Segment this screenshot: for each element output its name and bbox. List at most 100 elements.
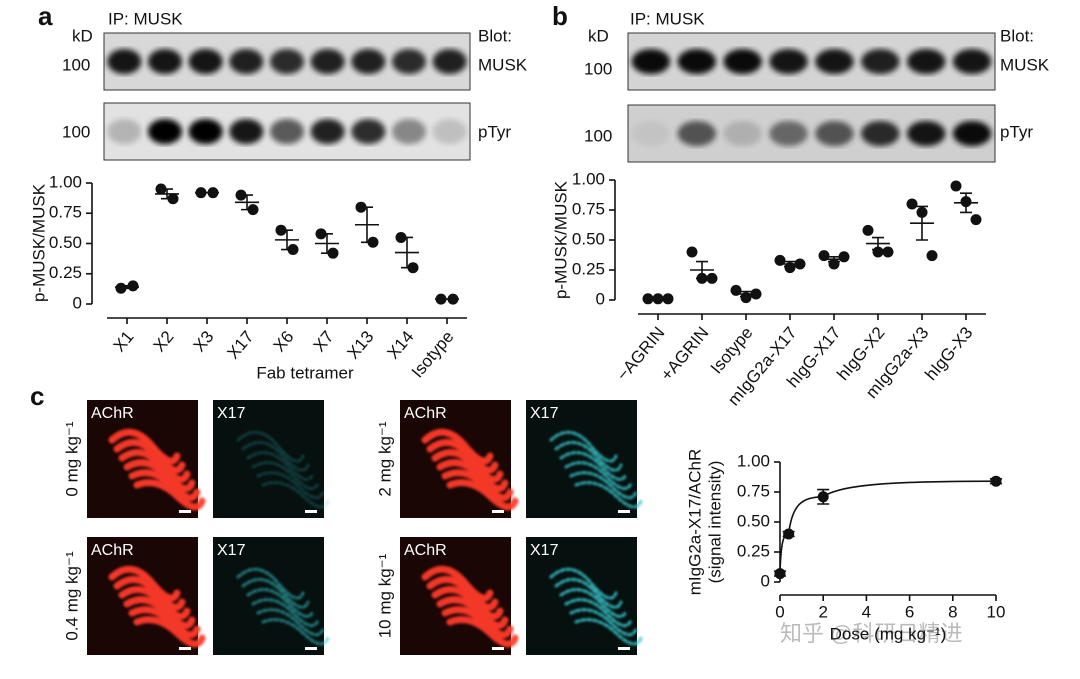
band	[906, 48, 946, 75]
error-bar	[872, 236, 884, 251]
structure	[431, 586, 504, 620]
micrograph-label: X17	[217, 405, 246, 422]
band	[432, 118, 467, 145]
x-tick-label: 10	[987, 602, 1006, 621]
x-tick-label: 0	[775, 602, 784, 621]
band	[723, 120, 762, 147]
x-tick-label: 2	[818, 602, 827, 621]
point	[730, 284, 742, 296]
point	[926, 250, 938, 262]
error-bar	[161, 188, 173, 200]
structure	[549, 430, 618, 463]
point	[817, 491, 829, 503]
structure	[569, 471, 638, 500]
band	[269, 118, 305, 145]
y-tick-label: 1.00	[572, 169, 605, 188]
band	[107, 48, 142, 75]
point	[774, 568, 786, 580]
band	[677, 48, 717, 75]
structure	[251, 598, 320, 628]
x-axis-label: Dose (mg kg⁻¹)	[830, 624, 947, 643]
fit-line	[779, 480, 997, 574]
panel-letter: c	[30, 381, 44, 411]
structure	[246, 451, 315, 481]
band	[351, 48, 386, 75]
band	[952, 48, 992, 75]
y-tick-label: 1.00	[49, 172, 82, 191]
band	[952, 120, 992, 147]
signal	[421, 565, 519, 648]
micrograph-label: X17	[530, 542, 559, 559]
band	[351, 118, 386, 145]
scale-bar	[305, 510, 317, 513]
point	[990, 475, 1002, 487]
point	[862, 224, 874, 236]
structure	[236, 567, 305, 600]
structure	[564, 598, 633, 628]
structure	[431, 449, 504, 483]
y-tick-label: 0.25	[49, 263, 82, 282]
structure	[549, 567, 618, 600]
scale-bar	[179, 510, 191, 513]
dose-label: 0.4 mg kg⁻¹	[62, 551, 81, 641]
point	[970, 214, 982, 226]
blot-label: pTyr	[1000, 122, 1033, 141]
band	[310, 48, 345, 75]
signal	[549, 430, 643, 509]
band	[310, 118, 345, 145]
x-tick-label: X7	[310, 327, 338, 355]
structure	[446, 479, 519, 511]
band	[677, 120, 717, 147]
structure	[564, 461, 633, 491]
band	[769, 120, 808, 147]
structure	[569, 608, 638, 637]
structure	[123, 459, 196, 493]
structure	[421, 565, 494, 602]
y-tick-label: 0	[596, 289, 605, 308]
error-bar	[784, 260, 796, 268]
x-tick-label: X17	[224, 327, 258, 362]
x-tick-label: X2	[150, 327, 178, 355]
structure	[118, 449, 191, 483]
y-tick-label: 0.50	[572, 229, 605, 248]
error-bar	[401, 236, 413, 269]
scale-bar	[618, 647, 630, 650]
structure	[554, 440, 623, 472]
band	[815, 48, 854, 75]
blot-label: MUSK	[1000, 55, 1050, 74]
structure	[261, 481, 330, 509]
error-bar	[321, 233, 333, 254]
blot-title: IP: MUSK	[108, 9, 183, 28]
x-tick-label: X6	[270, 327, 298, 355]
structure	[554, 577, 623, 609]
scale-bar	[618, 510, 630, 513]
error-bar	[361, 206, 373, 244]
y-tick-label: 1.00	[737, 451, 770, 470]
structure	[108, 565, 181, 602]
y-tick-label: 0	[761, 571, 770, 590]
band	[861, 120, 900, 147]
point	[783, 528, 795, 540]
error-bar	[740, 290, 752, 298]
structure	[246, 588, 315, 618]
dose-label: 0 mg kg⁻¹	[62, 421, 81, 496]
point	[818, 250, 830, 262]
y-axis-label: (signal intensity)	[705, 461, 724, 584]
error-bar	[916, 205, 928, 241]
x-axis-label: Fab tetramer	[256, 363, 354, 382]
scale-bar	[492, 510, 504, 513]
structure	[574, 618, 643, 646]
structure	[426, 438, 499, 474]
structure	[236, 430, 305, 463]
structure	[441, 469, 514, 502]
structure	[113, 438, 186, 474]
structure	[256, 471, 325, 500]
band	[723, 48, 762, 75]
structure	[251, 461, 320, 491]
point	[882, 246, 894, 258]
x-tick-label: Isotype	[408, 327, 458, 381]
structure	[123, 596, 196, 630]
structure	[128, 606, 201, 639]
band	[631, 120, 671, 147]
